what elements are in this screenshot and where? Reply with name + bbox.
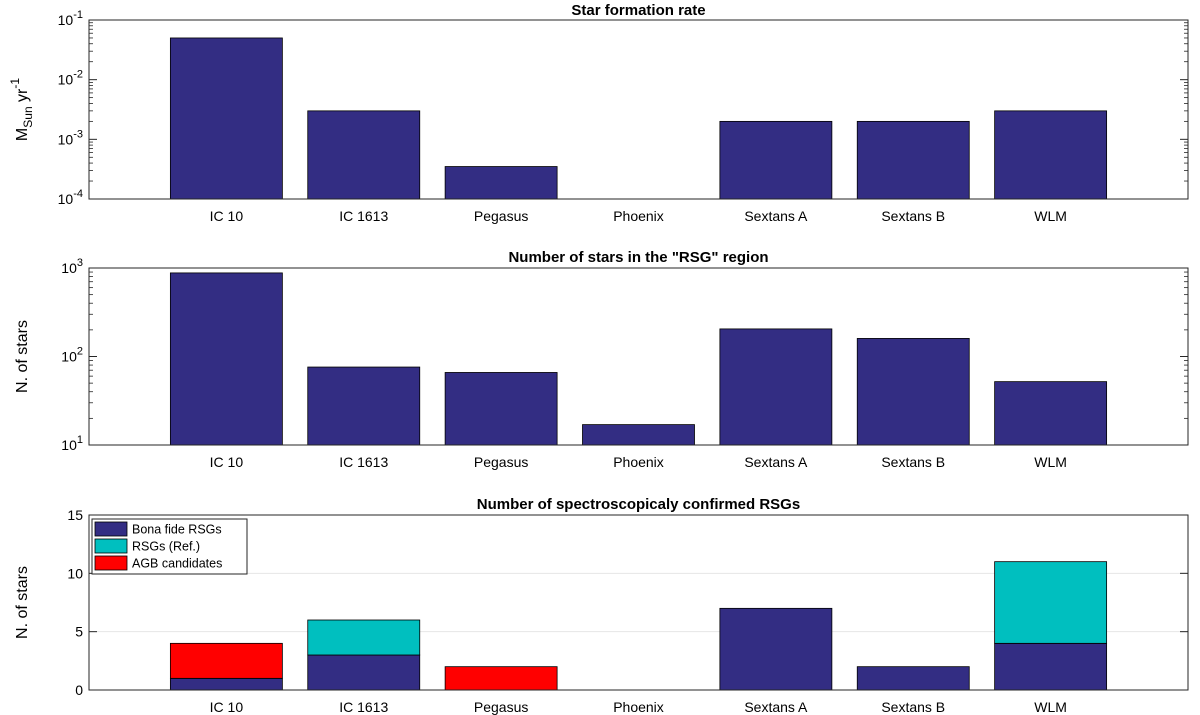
bar-phoenix bbox=[582, 424, 695, 446]
axes-frame bbox=[88, 514, 1189, 691]
axes-frame bbox=[88, 19, 1189, 200]
bar-sextans-a bbox=[719, 120, 833, 200]
x-tick-label-sextans-b: Sextans B bbox=[881, 699, 945, 715]
x-tick-label-wlm: WLM bbox=[1034, 208, 1067, 224]
bar-ic-10 bbox=[169, 37, 283, 200]
bar-bona-fide-rsgs-sextans-a bbox=[719, 607, 833, 691]
bar-rsgs-ref--ic-1613 bbox=[307, 619, 421, 656]
x-tick-label-ic-10: IC 10 bbox=[210, 208, 244, 224]
y-tick-base: 10 bbox=[58, 191, 74, 207]
x-tick-label-phoenix: Phoenix bbox=[613, 208, 664, 224]
y-label-subscript: Sun bbox=[21, 106, 35, 127]
x-tick-label-sextans-a: Sextans A bbox=[744, 454, 808, 470]
bar-rsgs-ref--wlm bbox=[994, 561, 1108, 644]
y-tick-exponent: -3 bbox=[73, 128, 83, 140]
bar-agb-candidates-pegasus bbox=[444, 666, 558, 691]
y-tick-base: 10 bbox=[58, 12, 74, 28]
chart-panel-3: 0 5 10 15 IC 10 IC 1613 Pegasus Phoenix Sextans … bbox=[14, 496, 1189, 715]
legend-swatch-agb-candidates bbox=[94, 555, 128, 571]
bar-sextans-a bbox=[719, 328, 833, 446]
x-tick-label-phoenix: Phoenix bbox=[613, 454, 664, 470]
y-label-exponent: -1 bbox=[8, 78, 22, 89]
y-tick-base: 10 bbox=[61, 437, 77, 453]
bar-bona-fide-rsgs-wlm bbox=[994, 642, 1108, 691]
y-tick-base: 10 bbox=[58, 72, 74, 88]
bar-bona-fide-rsgs-ic-10 bbox=[169, 677, 283, 691]
bar-pegasus bbox=[444, 166, 558, 200]
y-tick-label: 10-2 bbox=[58, 69, 83, 88]
bar-bona-fide-rsgs-ic-1613 bbox=[307, 654, 421, 691]
bar-sextans-b bbox=[856, 338, 970, 446]
y-tick-label: 101 bbox=[61, 434, 83, 453]
bar-ic-1613 bbox=[307, 110, 421, 200]
x-tick-label-ic-10: IC 10 bbox=[210, 699, 244, 715]
y-tick-exponent: -1 bbox=[73, 9, 83, 21]
y-tick-exponent: 1 bbox=[77, 434, 83, 446]
x-tick-label-ic-10: IC 10 bbox=[210, 454, 244, 470]
x-tick-label-phoenix: Phoenix bbox=[613, 699, 664, 715]
y-axis-label: N. of stars bbox=[14, 320, 31, 393]
bar-wlm bbox=[994, 110, 1108, 200]
y-label-unit: yr bbox=[14, 88, 31, 106]
x-tick-label-pegasus: Pegasus bbox=[474, 699, 528, 715]
y-tick-label: 0 bbox=[75, 682, 83, 698]
y-tick-exponent: 3 bbox=[77, 257, 83, 269]
bar-ic-10 bbox=[169, 272, 283, 446]
x-tick-label-sextans-b: Sextans B bbox=[881, 454, 945, 470]
y-tick-base: 10 bbox=[58, 131, 74, 147]
x-tick-label-pegasus: Pegasus bbox=[474, 454, 528, 470]
y-axis-label: N. of stars bbox=[14, 566, 31, 639]
y-tick-label: 5 bbox=[75, 624, 83, 640]
x-tick-label-ic-1613: IC 1613 bbox=[339, 699, 388, 715]
legend-label-agb-candidates: AGB candidates bbox=[132, 557, 222, 571]
x-tick-label-ic-1613: IC 1613 bbox=[339, 454, 388, 470]
y-label-main: M bbox=[14, 128, 31, 141]
legend-swatch-rsgs-ref- bbox=[94, 538, 128, 554]
y-tick-label: 10-3 bbox=[58, 128, 83, 147]
y-tick-label: 15 bbox=[67, 507, 83, 523]
y-tick-label: 10-1 bbox=[58, 9, 83, 28]
x-tick-label-sextans-a: Sextans A bbox=[744, 699, 808, 715]
legend-swatch-bona-fide-rsgs bbox=[94, 521, 128, 537]
bar-pegasus bbox=[444, 372, 558, 446]
bar-sextans-b bbox=[856, 120, 970, 200]
bar-bona-fide-rsgs-sextans-b bbox=[856, 666, 970, 691]
y-tick-base: 10 bbox=[61, 260, 77, 276]
y-tick-exponent: 2 bbox=[77, 346, 83, 358]
y-tick-base: 10 bbox=[61, 349, 77, 365]
y-axis-label: MSun yr-1 bbox=[8, 78, 35, 141]
chart-title: Number of stars in the "RSG" region bbox=[508, 249, 768, 266]
x-tick-label-wlm: WLM bbox=[1034, 454, 1067, 470]
x-tick-label-pegasus: Pegasus bbox=[474, 208, 528, 224]
bar-wlm bbox=[994, 381, 1108, 446]
y-tick-exponent: -4 bbox=[73, 188, 83, 200]
y-tick-label: 102 bbox=[61, 346, 83, 365]
y-tick-label: 103 bbox=[61, 257, 83, 276]
y-tick-exponent: -2 bbox=[73, 69, 83, 81]
legend-label-bona-fide-rsgs: Bona fide RSGs bbox=[132, 523, 222, 537]
x-tick-label-sextans-a: Sextans A bbox=[744, 208, 808, 224]
chart-panel-1: 10-410-310-210-1IC 10 IC 1613 Pegasus Phoen… bbox=[8, 2, 1189, 224]
x-tick-label-sextans-b: Sextans B bbox=[881, 208, 945, 224]
x-tick-label-wlm: WLM bbox=[1034, 699, 1067, 715]
y-tick-label: 10 bbox=[67, 565, 83, 581]
y-tick-label: 10-4 bbox=[58, 188, 83, 207]
bar-agb-candidates-ic-10 bbox=[169, 642, 283, 679]
legend: Bona fide RSGs RSGs (Ref.) AGB candidates bbox=[91, 518, 248, 575]
chart-title: Number of spectroscopicaly confirmed RSG… bbox=[477, 496, 800, 513]
legend-label-rsgs-ref-: RSGs (Ref.) bbox=[132, 540, 200, 554]
chart-title: Star formation rate bbox=[571, 2, 705, 19]
x-tick-label-ic-1613: IC 1613 bbox=[339, 208, 388, 224]
bar-ic-1613 bbox=[307, 366, 421, 446]
